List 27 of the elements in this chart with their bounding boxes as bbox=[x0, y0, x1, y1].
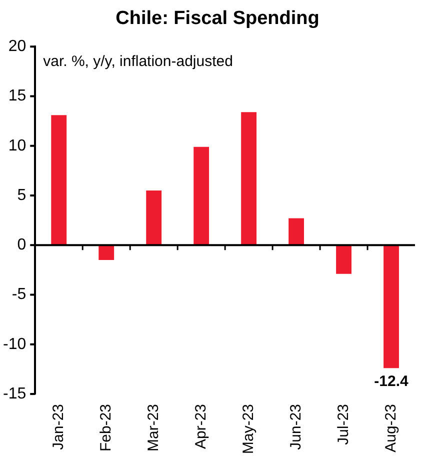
bar bbox=[384, 245, 399, 368]
x-tick-label: Mar-23 bbox=[144, 404, 162, 452]
x-tick-label: May-23 bbox=[240, 404, 257, 454]
x-tick-label: Aug-23 bbox=[382, 404, 400, 452]
bar bbox=[288, 218, 304, 246]
data-label: -12.4 bbox=[374, 372, 410, 390]
y-tick-label: -10 bbox=[3, 336, 26, 353]
bar bbox=[146, 190, 162, 246]
bar bbox=[241, 112, 257, 246]
bar bbox=[98, 245, 114, 260]
y-tick-label: 15 bbox=[8, 88, 26, 105]
y-tick-label: 5 bbox=[17, 186, 26, 204]
y-tick-label: -5 bbox=[12, 286, 26, 304]
x-tick-label: Jan-23 bbox=[50, 404, 68, 450]
x-tick-label: Jun-23 bbox=[287, 404, 304, 450]
y-tick-label: 0 bbox=[17, 236, 26, 254]
chart-title: Chile: Fiscal Spending bbox=[114, 8, 320, 31]
x-tick-label: Jul-23 bbox=[334, 404, 352, 445]
text: var. %, y/y, inflation-adjusted bbox=[43, 53, 233, 70]
bar bbox=[194, 146, 210, 246]
x-tick-label: Feb-23 bbox=[97, 404, 114, 452]
x-tick-label: Apr-23 bbox=[192, 404, 210, 450]
y-tick-label: 10 bbox=[8, 137, 26, 154]
y-tick-label: -15 bbox=[3, 385, 26, 402]
bar bbox=[336, 245, 352, 274]
y-tick-label: 20 bbox=[8, 38, 26, 56]
bar bbox=[51, 115, 67, 246]
